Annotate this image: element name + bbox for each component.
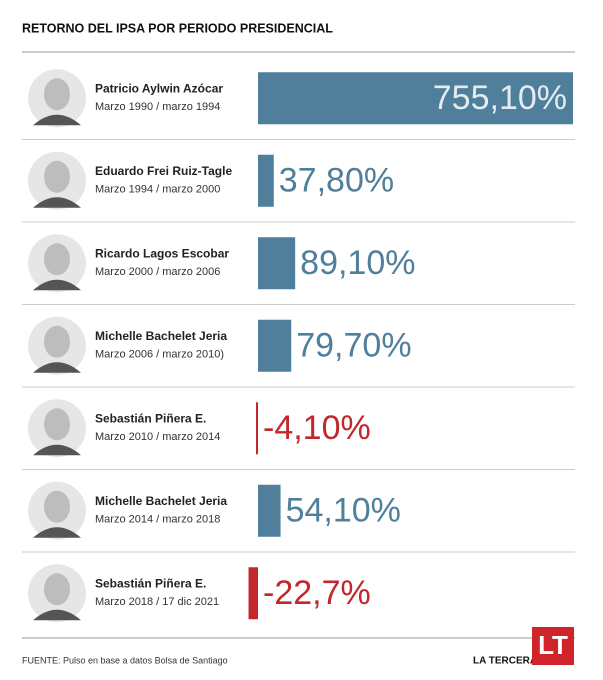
logo: LT — [538, 630, 568, 660]
bar — [258, 484, 281, 537]
portrait-face — [44, 408, 70, 441]
bar — [258, 237, 296, 290]
bar — [256, 402, 258, 455]
portrait-shoulders — [33, 279, 81, 291]
period: Marzo 2018 / 17 dic 2021 — [95, 596, 219, 608]
value-label: -4,10% — [263, 409, 371, 447]
value-label: 37,80% — [279, 162, 394, 200]
portrait-face — [44, 573, 70, 606]
president-name: Eduardo Frei Ruiz-Tagle — [95, 164, 232, 178]
president-name: Sebastián Piñera E. — [95, 576, 206, 590]
president-name: Michelle Bachelet Jeria — [95, 329, 227, 343]
bar — [258, 154, 274, 207]
portrait-shoulders — [33, 609, 81, 621]
portrait-face — [44, 160, 70, 193]
period: Marzo 1990 / marzo 1994 — [95, 101, 220, 113]
portrait-shoulders — [33, 362, 81, 373]
logo-box — [532, 627, 574, 665]
portrait-shoulders — [33, 197, 81, 208]
period: Marzo 2000 / marzo 2006 — [95, 266, 220, 278]
period: Marzo 1994 / marzo 2000 — [95, 184, 220, 196]
value-label: 54,10% — [286, 492, 401, 530]
president-name: Ricardo Lagos Escobar — [95, 246, 229, 260]
president-name: Michelle Bachelet Jeria — [95, 494, 227, 508]
portrait-face — [44, 490, 70, 523]
chart-title: RETORNO DEL IPSA POR PERIODO PRESIDENCIA… — [22, 21, 333, 35]
president-name: Sebastián Piñera E. — [95, 411, 206, 425]
publisher: LA TERCERA — [473, 656, 537, 667]
bar — [258, 319, 292, 372]
portrait-shoulders — [33, 114, 81, 126]
value-label: 89,10% — [300, 244, 415, 282]
source-note: FUENTE: Pulso en base a datos Bolsa de S… — [22, 655, 228, 665]
bar — [248, 567, 258, 620]
president-name: Patricio Aylwin Azócar — [95, 81, 223, 95]
portrait-shoulders — [33, 444, 81, 456]
portrait-shoulders — [33, 527, 81, 538]
value-label: -22,7% — [263, 574, 371, 612]
period: Marzo 2014 / marzo 2018 — [95, 514, 220, 526]
period: Marzo 2010 / marzo 2014 — [95, 431, 220, 443]
value-label: 79,70% — [296, 327, 411, 365]
period: Marzo 2006 / marzo 2010) — [95, 349, 224, 361]
bar — [258, 72, 573, 125]
portrait-face — [44, 325, 70, 358]
portrait-face — [44, 78, 70, 111]
portrait-face — [44, 243, 70, 276]
value-label: 755,10% — [433, 79, 567, 117]
